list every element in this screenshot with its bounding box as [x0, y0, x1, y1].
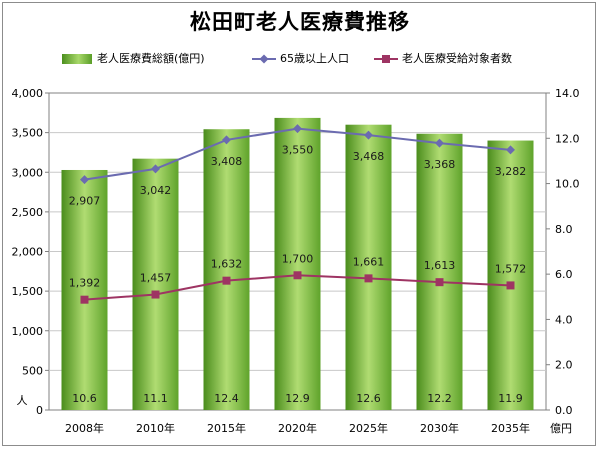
category-label: 2010年: [136, 421, 175, 435]
right-tick-label: 14.0: [555, 87, 580, 100]
right-tick-label: 8.0: [555, 223, 573, 236]
category-label: 2020年: [278, 421, 317, 435]
legend-label-cost: 老人医療費総額(億円): [97, 52, 205, 65]
diamond-marker: [293, 124, 302, 134]
right-tick-label: 6.0: [555, 268, 573, 281]
diamond-marker: [151, 164, 160, 174]
left-tick-label: 2,500: [12, 206, 44, 219]
category-label: 2030年: [420, 421, 459, 435]
bar: [203, 129, 250, 410]
square-marker: [151, 290, 160, 299]
diamond-marker: [435, 138, 444, 148]
square-marker: [435, 278, 444, 287]
bar-value-label: 12.4: [214, 392, 239, 405]
diamond-marker: [80, 175, 89, 185]
category-label: 2025年: [349, 421, 388, 435]
bar: [132, 158, 179, 410]
diamond-marker: [506, 145, 515, 155]
square-marker: [364, 274, 373, 283]
bar: [345, 124, 392, 410]
legend-swatch-cost: [62, 54, 92, 64]
bars: [61, 117, 534, 411]
line-value-label: 3,468: [353, 150, 385, 163]
bar-value-label: 10.6: [72, 392, 97, 405]
line-value-label: 3,368: [424, 158, 456, 171]
line-value-label: 1,613: [424, 259, 456, 272]
line-value-label: 1,572: [495, 262, 527, 275]
right-tick-label: 4.0: [555, 313, 573, 326]
lines: [80, 124, 515, 304]
left-tick-label: 3,000: [12, 166, 44, 179]
category-label: 2015年: [207, 421, 246, 435]
bar-value-label: 12.6: [356, 392, 381, 405]
left-tick-label: 1,500: [12, 285, 44, 298]
legend-swatch-elderly: [252, 54, 276, 64]
bar: [416, 133, 463, 410]
left-tick-label: 0: [36, 404, 43, 417]
right-tick-label: 10.0: [555, 178, 580, 191]
square-marker: [222, 276, 231, 285]
bar-value-label: 12.2: [427, 392, 452, 405]
line-value-label: 1,632: [211, 258, 243, 271]
category-label: 2035年: [491, 421, 530, 435]
square-marker: [293, 271, 302, 280]
bar-value-label: 11.1: [143, 392, 168, 405]
diamond-marker: [364, 130, 373, 140]
left-axis-unit: 人: [17, 394, 28, 407]
data-labels: 10.6 11.1 12.4 12.9 12.6 12.2 11.9 2,907 3,042 3,…: [69, 144, 527, 405]
left-tick-label: 3,500: [12, 127, 44, 140]
legend-swatch-recipients: [374, 55, 398, 63]
diamond-marker: [222, 135, 231, 145]
left-tick-label: 4,000: [12, 87, 44, 100]
square-marker: [80, 295, 89, 304]
right-tick-label: 2.0: [555, 359, 573, 372]
line-value-label: 2,907: [69, 195, 101, 208]
bar: [61, 169, 108, 410]
right-axis-unit: 億円: [550, 422, 572, 435]
line-value-label: 3,408: [211, 155, 243, 168]
line-value-label: 1,457: [140, 272, 172, 285]
left-tick-label: 2,000: [12, 246, 44, 259]
category-label: 2008年: [65, 421, 104, 435]
square-marker: [506, 281, 515, 290]
line-value-label: 3,282: [495, 165, 527, 178]
right-tick-label: 0.0: [555, 404, 573, 417]
bar: [274, 117, 321, 411]
line-value-label: 3,042: [140, 184, 172, 197]
axes: 0 500 1,000 1,500 2,000 2,500 3,000 3,500 4,000 人…: [12, 87, 580, 435]
bar-value-label: 11.9: [498, 392, 523, 405]
chart-title: 松田町老人医療費推移: [190, 10, 410, 34]
left-tick-label: 1,000: [12, 325, 44, 338]
line-value-label: 1,392: [69, 277, 101, 290]
bar-value-label: 12.9: [285, 392, 310, 405]
line-value-label: 3,550: [282, 144, 314, 157]
line-value-label: 1,661: [353, 255, 385, 268]
bar: [487, 140, 534, 411]
left-tick-label: 500: [22, 364, 43, 377]
line-value-label: 1,700: [282, 252, 314, 265]
legend-label-recipients: 老人医療受給対象者数: [402, 52, 512, 65]
right-tick-label: 12.0: [555, 132, 580, 145]
legend-label-elderly: 65歳以上人口: [280, 52, 349, 65]
